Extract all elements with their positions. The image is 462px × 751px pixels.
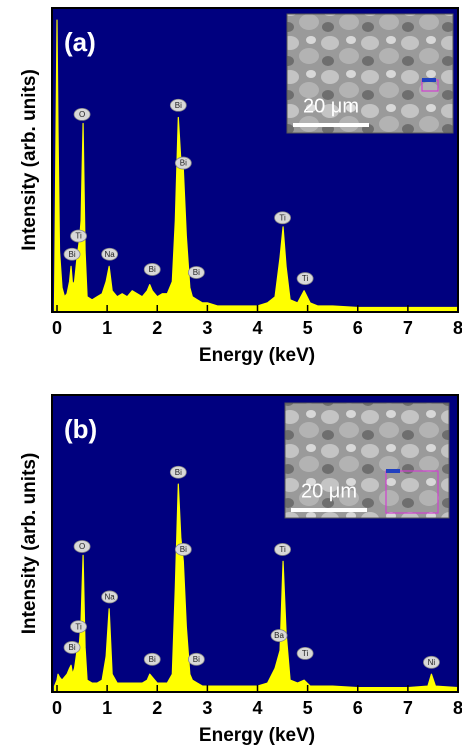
peak-marker [174,543,192,556]
peak-marker [63,641,81,654]
peak-label: Ni [428,658,436,667]
peak-marker [101,247,119,261]
y-axis-label: Intensity (arb. units) [19,453,40,635]
x-tick-label: 1 [102,698,112,718]
x-tick-label: 2 [152,318,162,338]
peak-label: Bi [175,101,182,110]
peak-label: Bi [193,655,200,664]
peak-label: Bi [68,250,75,259]
peak-marker [187,266,205,279]
peak-marker [70,229,87,243]
x-tick-label: 3 [202,318,212,338]
x-tick-label: 6 [353,318,363,338]
x-tick-label: 2 [152,698,162,718]
sem-inset [284,402,450,519]
peak-label: Bi [175,468,182,477]
peak-marker [63,247,81,261]
peak-marker [296,272,314,285]
x-tick-label: 4 [252,698,262,718]
sem-inset [286,13,454,134]
y-axis-label: Intensity (arb. units) [19,69,40,251]
x-tick-label: 3 [202,698,212,718]
spectrum [53,19,458,312]
peak-label: Ti [302,649,309,658]
peak-label: Ti [302,274,309,283]
x-tick-label: 5 [303,698,313,718]
peak-marker [73,108,91,121]
peak-label: Bi [193,268,200,277]
peak-marker [169,98,187,112]
plot-frame [51,394,459,693]
x-tick-label: 6 [353,698,363,718]
peak-label: Ti [279,545,286,554]
peak-marker [296,646,314,660]
x-axis-label: Energy (keV) [199,725,315,746]
scale-label: 20 μm [301,480,357,502]
x-tick-label: 8 [453,318,462,338]
selection-tag [422,78,436,82]
peak-marker [143,263,161,276]
peak-label: Bi [149,655,156,664]
x-tick-label: 1 [102,318,112,338]
peak-label: O [79,542,85,551]
peak-label: O [79,110,85,119]
peak-marker [274,543,291,556]
peak-marker [187,652,205,666]
peak-label: Ti [75,232,82,241]
panel-label: (b) [64,414,97,444]
x-tick-label: 0 [52,318,62,338]
peak-label: Ba [274,631,284,640]
selection-box [385,470,439,514]
peak-marker [101,590,119,604]
peak-marker [70,620,87,634]
x-tick-label: 7 [403,318,413,338]
peak-marker [174,156,192,170]
spectrum [53,483,458,692]
plot-frame [51,7,459,313]
peak-label: Bi [180,545,187,554]
x-tick-label: 4 [252,318,262,338]
peak-label: Ti [75,622,82,631]
peak-marker [73,540,91,553]
x-tick-label: 7 [403,698,413,718]
peak-marker [169,465,187,479]
plot-area [53,19,458,312]
peak-label: Bi [68,643,75,652]
peak-label: Bi [180,159,187,168]
x-tick-label: 0 [52,698,62,718]
x-axis-label: Energy (keV) [199,345,315,366]
peak-marker [143,652,161,666]
x-tick-label: 8 [453,698,462,718]
x-tick-label: 5 [303,318,313,338]
panel-label: (a) [64,27,96,57]
peak-label: Ti [279,213,286,222]
peak-label: Na [105,593,116,602]
plot-area [53,483,458,692]
scale-label: 20 μm [303,95,359,117]
peak-label: Bi [149,265,156,274]
peak-marker [270,629,288,642]
selection-tag [386,469,400,473]
peak-marker [274,211,291,225]
peak-marker [423,655,440,669]
peak-label: Na [105,250,116,259]
